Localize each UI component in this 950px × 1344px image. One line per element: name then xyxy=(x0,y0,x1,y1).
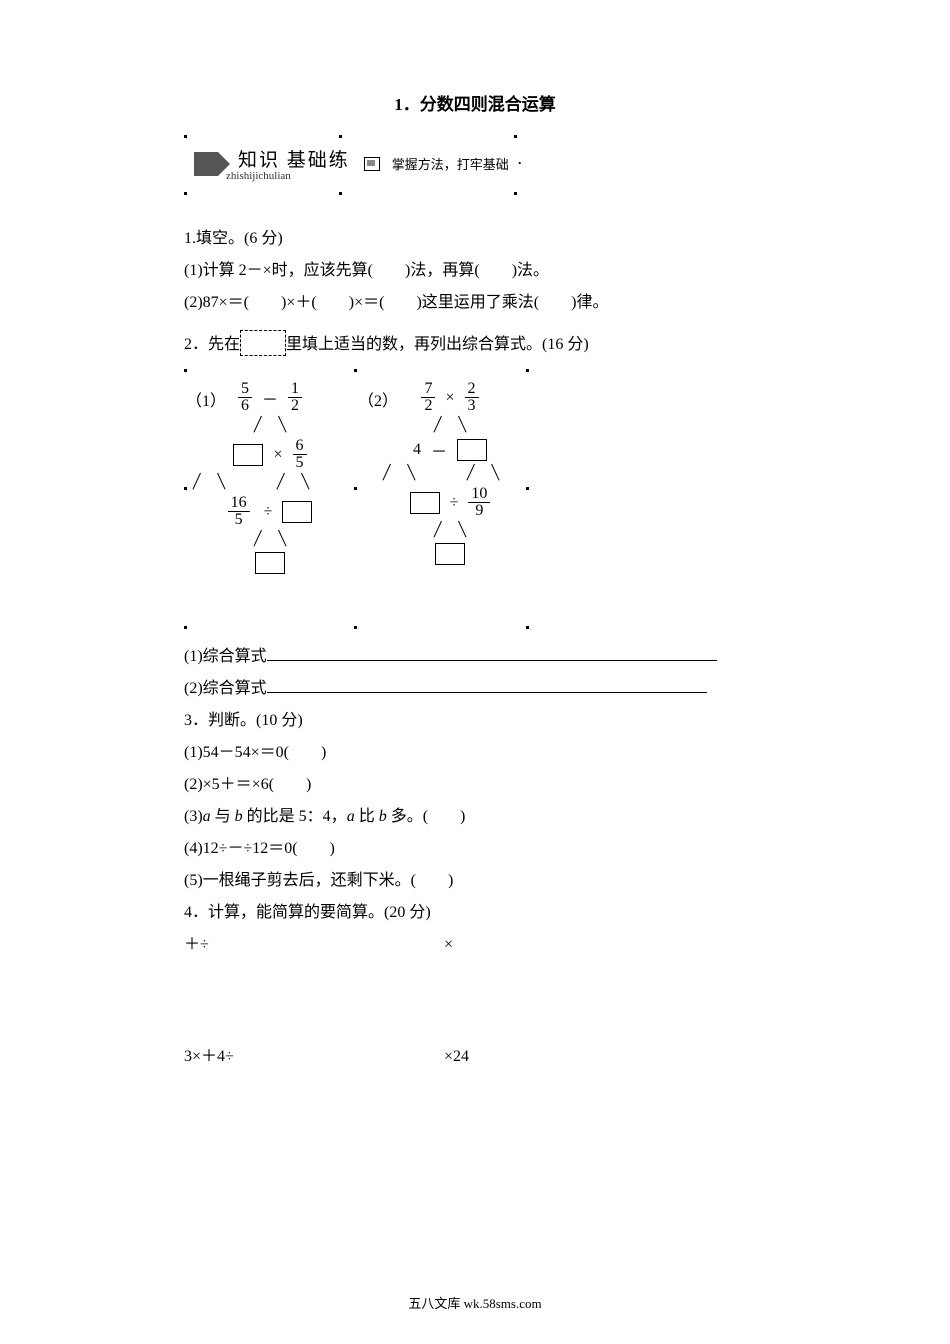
blank-box xyxy=(233,444,263,466)
q1-header: 1.填空。(6 分) xyxy=(184,223,766,255)
mini-box-icon xyxy=(364,157,380,171)
q3-item-3: (3)a 与 b 的比是 5：4，a 比 b 多。( ) xyxy=(184,801,766,833)
section-banner: 知识 基础练 zhishijichulian 掌握方法，打牢基础 · xyxy=(184,135,766,195)
blank-box xyxy=(457,439,487,461)
tree-diagram-frame: （1） 56 － 12 × 65 165 ÷ （2） 72 × 23 xyxy=(184,369,529,629)
blank-box xyxy=(255,552,285,574)
q1-part2: (2)87×＝( )×＋( )×＝( )这里运用了乘法( )律。 xyxy=(184,287,766,319)
blank-box xyxy=(282,501,312,523)
q4-header: 4．计算，能简算的要简算。(20 分) xyxy=(184,897,766,929)
q2-answer-2: (2)综合算式 xyxy=(184,673,766,705)
dashed-box-icon xyxy=(240,330,286,356)
tree2-label: （2） xyxy=(358,387,398,411)
q3-item-1: (1)54－54×＝0( ) xyxy=(184,737,766,769)
tree-1: （1） 56 － 12 × 65 165 ÷ xyxy=(190,381,350,576)
q3-header: 3．判断。(10 分) xyxy=(184,705,766,737)
q1-part1: (1)计算 2－×时，应该先算( )法，再算( )法。 xyxy=(184,255,766,287)
q4-row-1: ＋÷ × xyxy=(184,929,766,961)
q3-item-2: (2)×5＋＝×6( ) xyxy=(184,769,766,801)
q3-item-5: (5)一根绳子剪去后，还剩下米。( ) xyxy=(184,865,766,897)
q3-item-4: (4)12÷－÷12＝0( ) xyxy=(184,833,766,865)
tree1-label: （1） xyxy=(186,387,226,411)
banner-main-text: 知识 基础练 xyxy=(238,145,350,172)
q2-answer-1: (1)综合算式 xyxy=(184,641,766,673)
blank-box xyxy=(410,492,440,514)
page-title: 1．分数四则混合运算 xyxy=(184,90,766,115)
page-footer: 五八文库 wk.58sms.com xyxy=(0,1293,950,1312)
blank-box xyxy=(435,543,465,565)
q4-row-2: 3×＋4÷ ×24 xyxy=(184,1041,766,1073)
arrow-icon xyxy=(194,152,218,176)
banner-sub-text: 掌握方法，打牢基础 xyxy=(392,154,509,173)
tree-2: （2） 72 × 23 4 － ÷ 109 xyxy=(370,381,530,567)
q2-header: 2．先在里填上适当的数，再列出综合算式。(16 分) xyxy=(184,329,766,361)
